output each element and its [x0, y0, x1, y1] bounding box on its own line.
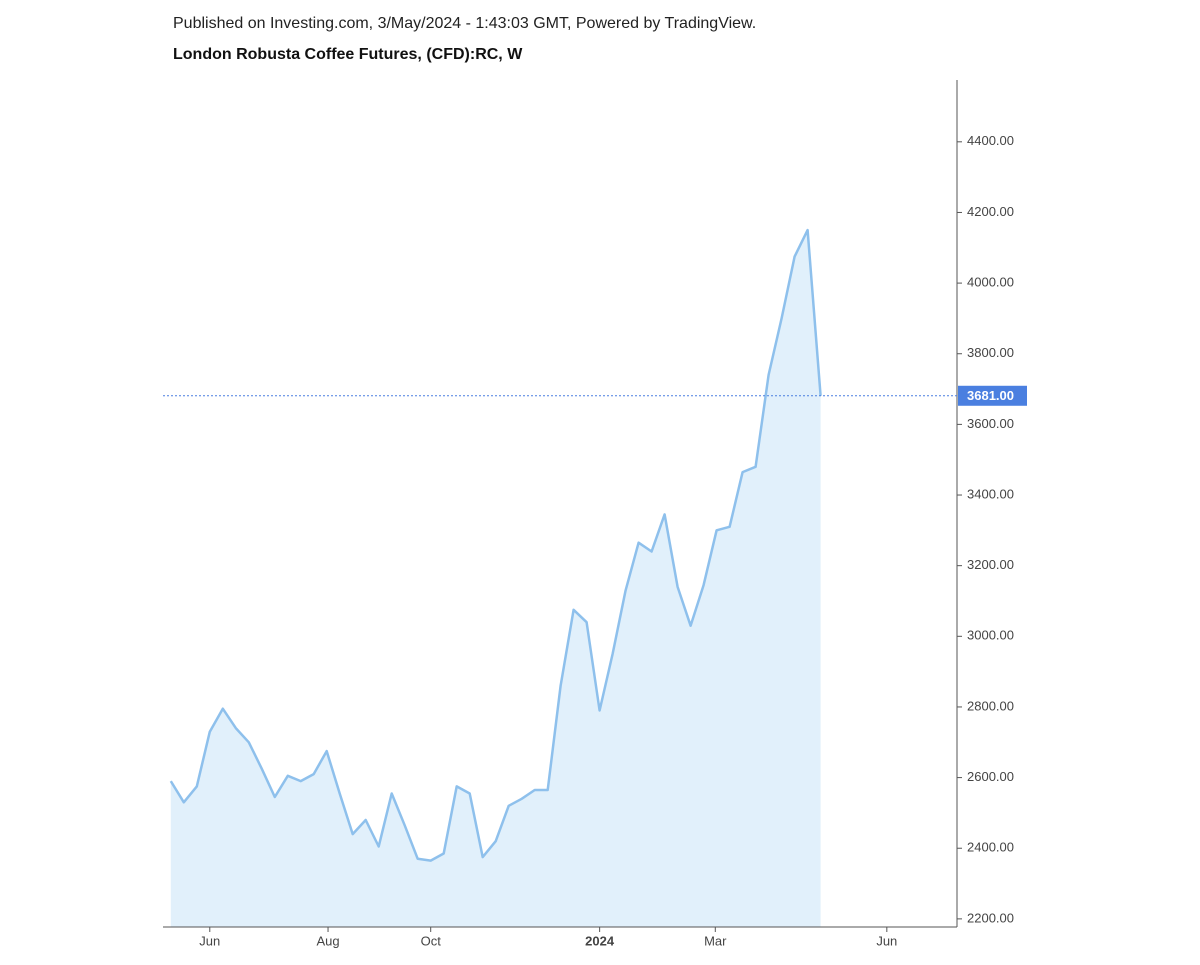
line — [169, 228, 822, 862]
y-tick-label: 2800.00 — [967, 698, 1014, 713]
y-tick-label: 3600.00 — [967, 416, 1014, 431]
y-tick-label: 2200.00 — [967, 910, 1014, 925]
chart-subtitle: Published on Investing.com, 3/May/2024 -… — [173, 15, 756, 32]
chart-title: London Robusta Coffee Futures, (CFD):RC,… — [173, 46, 523, 63]
y-tick-label: 2400.00 — [967, 840, 1014, 855]
x-tick-label: Jun — [876, 933, 897, 948]
y-tick-label: 3800.00 — [967, 345, 1014, 360]
x-tick-label: Jun — [199, 933, 220, 948]
x-tick-label: Mar — [704, 933, 727, 948]
y-tick-label: 3200.00 — [967, 557, 1014, 572]
y-tick-label: 4000.00 — [967, 275, 1014, 290]
x-tick-label: 2024 — [585, 933, 615, 948]
last-price-label: 3681.00 — [967, 388, 1014, 403]
area — [170, 230, 821, 928]
y-tick-label: 3000.00 — [967, 628, 1014, 643]
y-tick-label: 4400.00 — [967, 133, 1014, 148]
last-price-box — [958, 385, 1027, 406]
y-tick-label: 2600.00 — [967, 769, 1014, 784]
y-tick-label: 3400.00 — [967, 486, 1014, 501]
x-tick-label: Oct — [421, 933, 442, 948]
x-tick-label: Aug — [316, 933, 339, 948]
y-tick-label: 4200.00 — [967, 204, 1014, 219]
